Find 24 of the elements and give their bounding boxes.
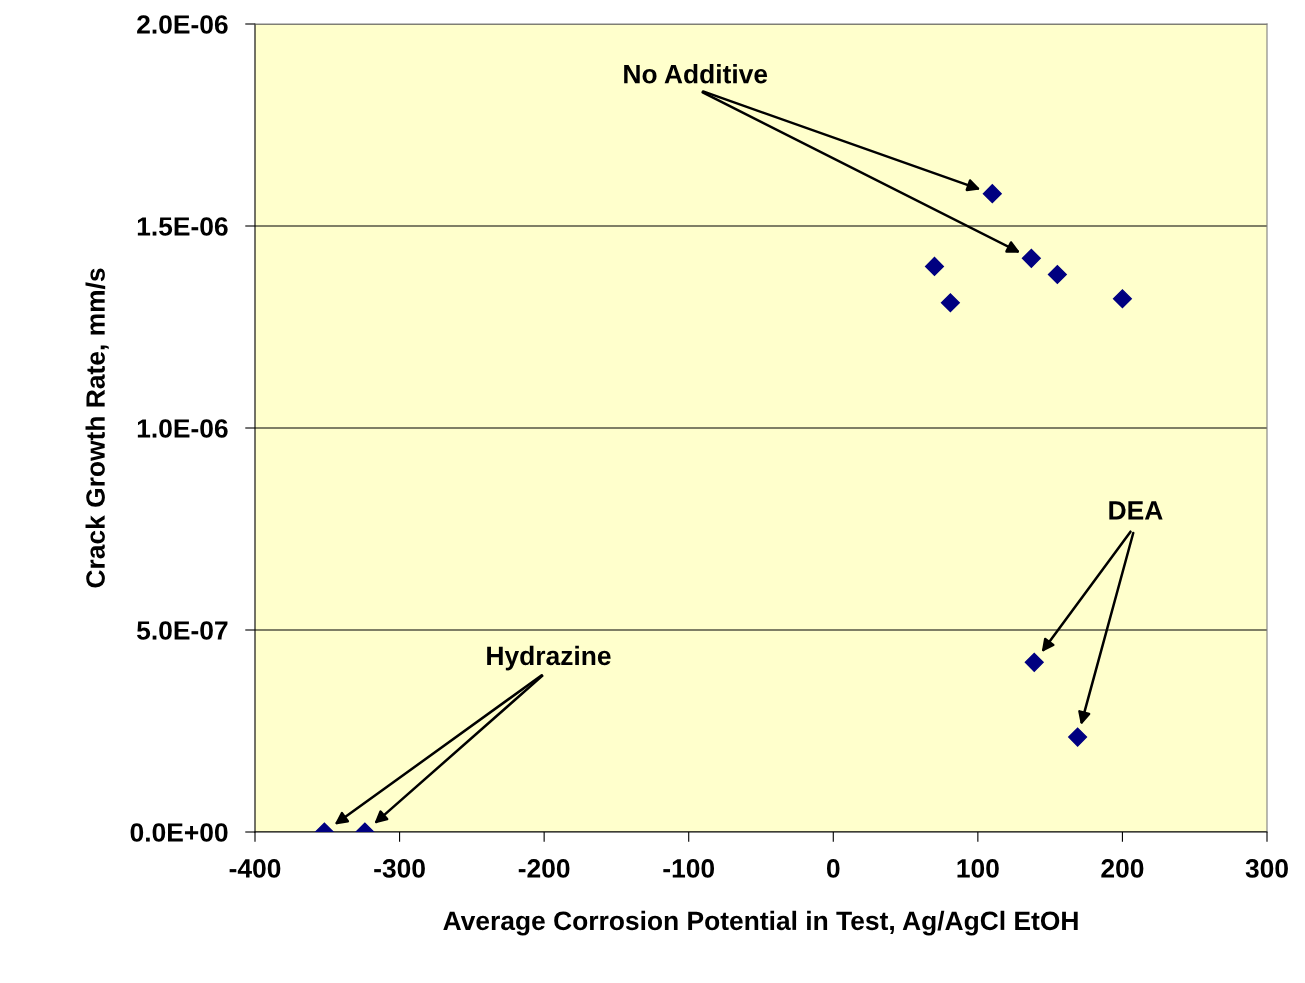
annotation: DEA [1109,501,1163,520]
point [924,256,945,276]
point [1021,248,1041,268]
x-tick-label: -100 [663,859,715,878]
x-tick-label: -200 [518,859,570,878]
x-axis-title: Average Corrosion Potential in Test, Ag/AgCl EtOH [443,910,1078,936]
annotation: Hydrazine [487,645,611,671]
y-tick-label: 2.0E-06 [137,15,228,34]
x-tick-label: 0 [826,859,840,878]
y-tick-label: 5.0E-07 [137,621,228,640]
x-tick-label: -400 [229,859,281,878]
point [940,293,960,313]
x-tick-label: -300 [374,859,425,878]
x-tick-label: 300 [1245,859,1288,878]
point [1112,289,1132,309]
point [982,184,1002,204]
y-axis-title: Crack Growth Rate, mm/s [85,268,109,588]
x-tick-label: 200 [1101,859,1144,878]
x-tick-label: 100 [957,859,999,878]
y-tick-label: 1.0E-06 [137,419,228,438]
annotation: No Additive [624,64,768,84]
y-tick-label: 0.0E+00 [130,823,228,842]
y-tick-label: 1.5E-06 [137,217,228,236]
point [1047,264,1067,285]
